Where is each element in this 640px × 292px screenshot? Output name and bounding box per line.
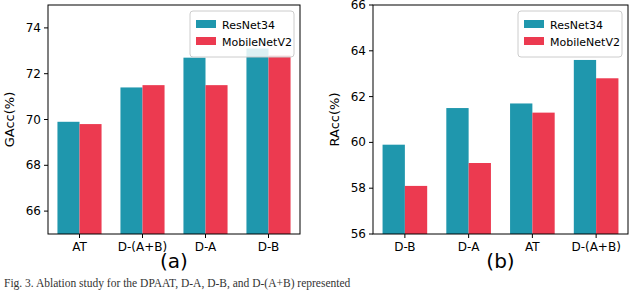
y-tick: [369, 96, 373, 97]
legend: ResNet34 MobileNetV2: [190, 11, 294, 57]
x-tick: [404, 234, 405, 238]
bar: [183, 58, 205, 234]
frame: [373, 5, 628, 234]
y-tick: [369, 142, 373, 143]
x-tick: [596, 234, 597, 238]
y-axis-label: RAcc(%): [327, 93, 342, 147]
legend-swatch: [524, 37, 544, 45]
y-tick: [44, 165, 48, 166]
x-tick-label: D-A: [458, 240, 480, 254]
legend-label: MobileNetV2: [550, 36, 620, 49]
y-tick: [44, 211, 48, 212]
legend-label: ResNet34: [550, 19, 603, 32]
panel-label: (a): [160, 249, 188, 273]
y-tick-label: 62: [351, 90, 366, 104]
bar: [510, 103, 532, 234]
legend-box: [518, 11, 622, 57]
bars: [383, 60, 619, 234]
bar: [469, 163, 491, 234]
x-tick: [142, 234, 143, 238]
y-tick-label: 74: [26, 21, 41, 35]
x-tick-label: AT: [72, 240, 87, 254]
bar: [120, 87, 142, 234]
legend: ResNet34 MobileNetV2: [518, 11, 622, 57]
legend-label: MobileNetV2: [222, 36, 292, 49]
x-tick: [205, 234, 206, 238]
legend-label: ResNet34: [222, 19, 275, 32]
y-tick-label: 60: [351, 135, 366, 149]
figure: 66 68 70 72 74 AT D-(A+B) D-A D-B GAcc(%) (a) ResNe…: [0, 0, 640, 292]
bar: [405, 186, 427, 234]
y-tick-label: 68: [26, 158, 41, 172]
y-tick-label: 58: [351, 181, 366, 195]
chart: 56 58 60 62 64 66 D-B D-A AT D-(A+B) RAcc(%) (b) Res…: [327, 0, 628, 273]
chart: 6668707274ATD-(A+B)D-AD-BGAcc(%)(a)ResNe…: [2, 5, 300, 273]
x-tick: [468, 234, 469, 238]
y-tick: [369, 50, 373, 51]
bar: [269, 55, 291, 234]
bar: [383, 145, 405, 234]
y-tick: [369, 5, 373, 6]
y-tick: [369, 188, 373, 189]
y-tick-label: 66: [351, 0, 366, 12]
x-tick-label: D-B: [258, 240, 279, 254]
y-tick-label: 66: [26, 204, 41, 218]
x-tick-label: AT: [525, 240, 540, 254]
bar: [596, 78, 618, 234]
bar: [446, 108, 468, 234]
bars: [57, 49, 290, 234]
y-tick: [44, 73, 48, 74]
legend-swatch: [524, 20, 544, 28]
bar: [574, 60, 596, 234]
x-tick-label: D-(A+B): [571, 240, 620, 254]
y-tick-label: 56: [351, 227, 366, 241]
x-tick-label: D-B: [394, 240, 415, 254]
panel-label: (b): [486, 249, 514, 273]
caption: Fig. 3. Ablation study for the DPAAT, D-…: [4, 277, 351, 290]
legend-swatch: [196, 20, 216, 28]
y-tick-label: 64: [351, 44, 366, 58]
y-tick-label: 72: [26, 67, 41, 81]
y-tick: [44, 119, 48, 120]
y-tick: [44, 27, 48, 28]
legend-swatch: [196, 37, 216, 45]
bar: [206, 85, 228, 234]
y-tick: [369, 234, 373, 235]
x-tick: [79, 234, 80, 238]
bar: [532, 113, 554, 234]
bar: [80, 124, 102, 234]
legend-box: [190, 11, 294, 57]
x-tick: [268, 234, 269, 238]
x-tick-label: D-A: [195, 240, 217, 254]
bar: [143, 85, 165, 234]
bar: [246, 49, 268, 234]
y-axis-label: GAcc(%): [2, 92, 17, 148]
frame: [48, 5, 300, 234]
y-tick-label: 70: [26, 113, 41, 127]
bar: [57, 122, 79, 234]
x-tick: [532, 234, 533, 238]
